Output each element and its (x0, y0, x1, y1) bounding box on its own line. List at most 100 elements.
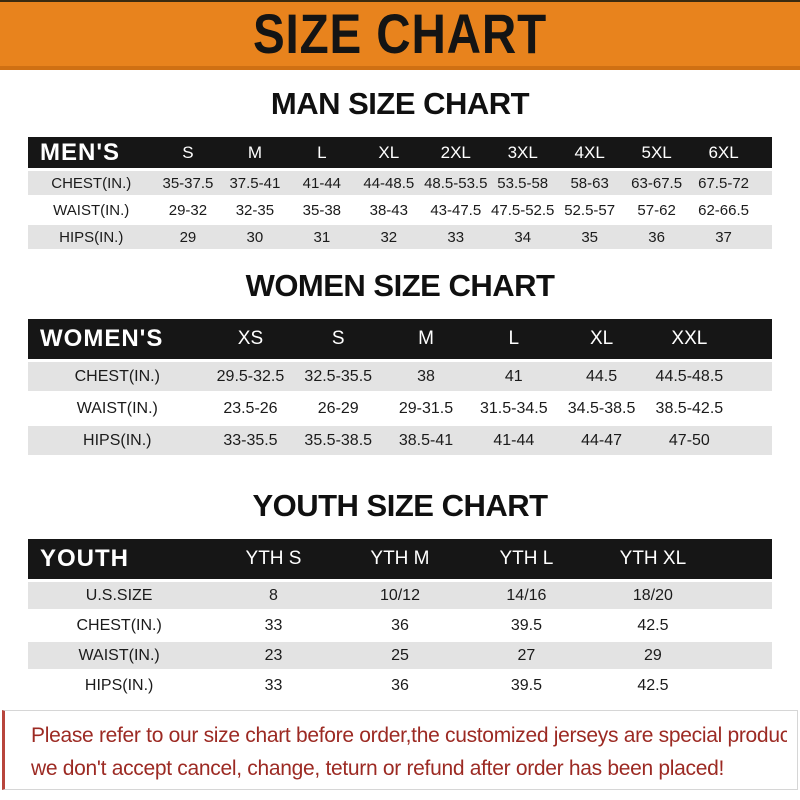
measurement-row-label: CHEST(IN.) (28, 612, 211, 640)
size-column-header: L (288, 137, 356, 169)
measurement-row-label: HIPS(IN.) (28, 426, 207, 456)
size-value-cell: 67.5-72 (690, 171, 758, 196)
measurement-row-label: HIPS(IN.) (28, 672, 211, 700)
size-value-cell: 62-66.5 (690, 198, 758, 223)
mens-header-label: MEN'S (28, 137, 155, 169)
measurement-row-label: U.S.SIZE (28, 582, 211, 610)
size-value-cell: 37.5-41 (221, 171, 289, 196)
size-value-cell: 35-37.5 (154, 171, 222, 196)
size-column-header: S (154, 137, 222, 169)
measurement-row: WAIST(IN.) 23 25 27 29 (28, 642, 772, 670)
size-column-header: 6XL (690, 137, 758, 169)
size-column-header: YTH XL (589, 539, 717, 580)
size-value-cell: 25 (336, 642, 464, 670)
size-value-cell: 44-48.5 (355, 171, 423, 196)
man-size-table: MEN'S S M L XL 2XL 3XL 4XL 5XL 6XL CHEST(IN.) 35-37… (28, 134, 772, 252)
size-value-cell: 29-31.5 (382, 394, 470, 424)
row-filler-cell (757, 225, 772, 250)
size-value-cell: 39.5 (463, 612, 590, 640)
size-value-cell: 35-38 (288, 198, 356, 223)
size-value-cell: 27 (463, 642, 590, 670)
size-column-header: XS (206, 319, 295, 360)
size-value-cell: 10/12 (336, 582, 464, 610)
header-filler-cell (757, 137, 772, 169)
womens-header-row: WOMEN'S XS S M L XL XXL (28, 319, 772, 360)
row-filler-cell (733, 362, 772, 392)
man-section-heading: MAN SIZE CHART (270, 86, 530, 121)
size-value-cell: 26-29 (294, 394, 383, 424)
size-column-header: 4XL (556, 137, 624, 169)
size-value-cell: 47.5-52.5 (489, 198, 557, 223)
banner-title: SIZE CHART (252, 2, 548, 65)
size-value-cell: 36 (623, 225, 691, 250)
size-value-cell: 29-32 (154, 198, 222, 223)
size-value-cell: 29 (154, 225, 222, 250)
size-value-cell: 41-44 (469, 426, 558, 456)
size-column-header: YTH L (463, 539, 590, 580)
measurement-row-label: WAIST(IN.) (28, 394, 207, 424)
mens-table: MEN'S S M L XL 2XL 3XL 4XL 5XL 6XL CHEST(IN.) 35-37… (28, 134, 772, 252)
size-column-header: 5XL (623, 137, 691, 169)
size-value-cell: 23.5-26 (206, 394, 295, 424)
size-value-cell: 33 (422, 225, 490, 250)
size-value-cell: 38 (382, 362, 470, 392)
size-value-cell: 32.5-35.5 (294, 362, 383, 392)
size-column-header: L (469, 319, 558, 360)
size-value-cell: 53.5-58 (489, 171, 557, 196)
size-value-cell: 33 (210, 672, 337, 700)
measurement-row: CHEST(IN.) 29.5-32.5 32.5-35.5 38 41 44.5 44.5… (28, 362, 772, 392)
size-value-cell: 37 (690, 225, 758, 250)
size-value-cell: 32 (355, 225, 423, 250)
size-value-cell: 30 (221, 225, 289, 250)
header-filler-cell (716, 539, 772, 580)
womens-table: WOMEN'S XS S M L XL XXL CHEST(IN.) 29.5-32.5 32.5… (28, 316, 772, 458)
measurement-row: CHEST(IN.) 33 36 39.5 42.5 (28, 612, 772, 640)
size-value-cell: 36 (336, 612, 464, 640)
measurement-row: WAIST(IN.) 29-32 32-35 35-38 38-43 43-47.5 47.… (28, 198, 772, 223)
size-value-cell: 43-47.5 (422, 198, 490, 223)
measurement-row: HIPS(IN.) 33 36 39.5 42.5 (28, 672, 772, 700)
size-value-cell: 44.5-48.5 (645, 362, 734, 392)
row-filler-cell (716, 642, 772, 670)
row-filler-cell (757, 171, 772, 196)
measurement-row: CHEST(IN.) 35-37.5 37.5-41 41-44 44-48.5 48.5… (28, 171, 772, 196)
measurement-row: HIPS(IN.) 33-35.5 35.5-38.5 38.5-41 41-44 44-… (28, 426, 772, 456)
youth-table: YOUTH YTH S YTH M YTH L YTH XL U.S.SIZE 8 10/12… (28, 536, 772, 702)
size-value-cell: 52.5-57 (556, 198, 624, 223)
size-value-cell: 58-63 (556, 171, 624, 196)
row-filler-cell (757, 198, 772, 223)
size-value-cell: 33 (210, 612, 337, 640)
size-value-cell: 23 (210, 642, 337, 670)
row-filler-cell (733, 426, 772, 456)
size-value-cell: 39.5 (463, 672, 590, 700)
size-value-cell: 44-47 (557, 426, 646, 456)
size-value-cell: 33-35.5 (206, 426, 295, 456)
size-value-cell: 38-43 (355, 198, 423, 223)
size-value-cell: 34.5-38.5 (557, 394, 646, 424)
measurement-row: HIPS(IN.) 29 30 31 32 33 34 35 36 37 (28, 225, 772, 250)
size-value-cell: 38.5-42.5 (645, 394, 734, 424)
youth-header-label: YOUTH (28, 539, 211, 580)
size-column-header: XL (557, 319, 646, 360)
women-section-heading: WOMEN SIZE CHART (245, 268, 555, 304)
women-size-table: WOMEN'S XS S M L XL XXL CHEST(IN.) 29.5-32.5 32.5… (28, 316, 772, 458)
measurement-row-label: WAIST(IN.) (28, 198, 155, 223)
size-column-header: M (221, 137, 289, 169)
measurement-row-label: HIPS(IN.) (28, 225, 155, 250)
footer-line-2: we don't accept cancel, change, teturn o… (31, 757, 725, 781)
row-filler-cell (733, 394, 772, 424)
size-value-cell: 41-44 (288, 171, 356, 196)
size-value-cell: 36 (336, 672, 464, 700)
size-column-header: S (294, 319, 383, 360)
size-column-header: XXL (645, 319, 734, 360)
size-column-header: M (382, 319, 470, 360)
size-value-cell: 8 (210, 582, 337, 610)
size-value-cell: 42.5 (589, 612, 717, 640)
size-value-cell: 42.5 (589, 672, 717, 700)
row-filler-cell (716, 582, 772, 610)
measurement-row-label: CHEST(IN.) (28, 362, 207, 392)
banner: SIZE CHART (0, 0, 800, 70)
youth-size-table: YOUTH YTH S YTH M YTH L YTH XL U.S.SIZE 8 10/12… (28, 536, 772, 702)
row-filler-cell (716, 672, 772, 700)
size-value-cell: 35 (556, 225, 624, 250)
